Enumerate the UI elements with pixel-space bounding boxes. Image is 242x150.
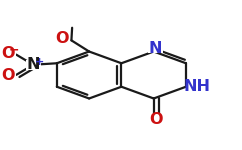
Text: N: N <box>26 57 40 72</box>
Text: O: O <box>1 46 15 61</box>
FancyBboxPatch shape <box>26 60 41 70</box>
Text: O: O <box>150 112 163 127</box>
FancyBboxPatch shape <box>149 44 163 53</box>
FancyBboxPatch shape <box>0 71 16 80</box>
FancyBboxPatch shape <box>0 49 16 59</box>
Text: +: + <box>35 57 44 67</box>
Text: O: O <box>56 31 69 46</box>
FancyBboxPatch shape <box>55 34 70 44</box>
FancyBboxPatch shape <box>187 82 208 92</box>
Text: O: O <box>1 68 15 83</box>
Text: −: − <box>9 43 20 56</box>
Text: N: N <box>149 41 162 56</box>
FancyBboxPatch shape <box>149 114 163 124</box>
Text: NH: NH <box>184 79 211 94</box>
